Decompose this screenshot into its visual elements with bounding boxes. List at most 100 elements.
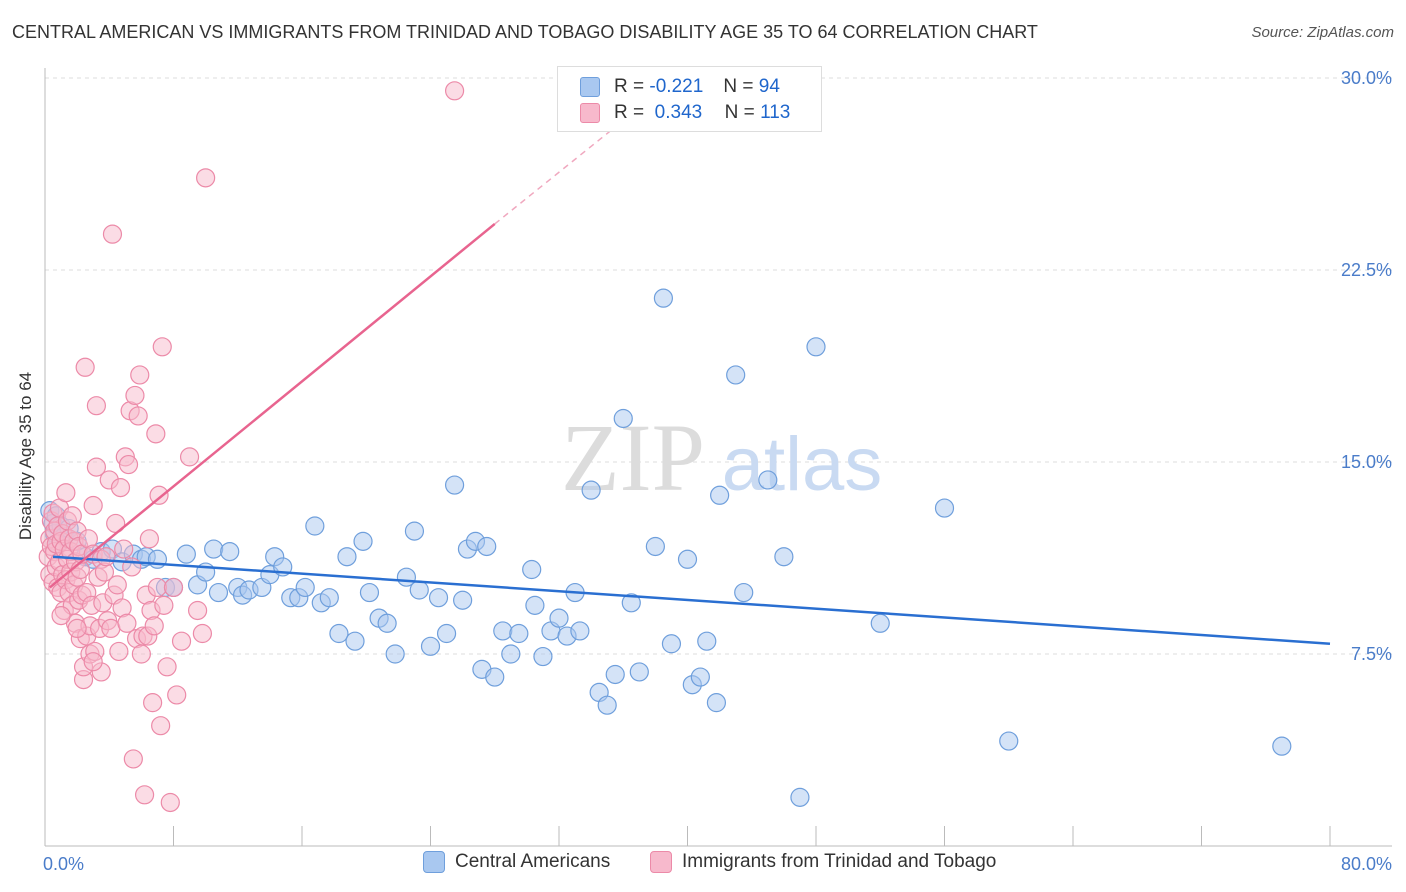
legend-label: Central Americans (455, 851, 611, 872)
point-trinidad-tobago (128, 406, 148, 426)
legend-item-trinidad-tobago: Immigrants from Trinidad and Tobago (650, 851, 996, 873)
point-central-americans (645, 536, 665, 557)
point-central-americans (493, 621, 513, 641)
point-trinidad-tobago (152, 337, 172, 357)
point-trinidad-tobago (144, 616, 164, 636)
point-trinidad-tobago (143, 693, 163, 713)
y-tick-label: 7.5% (1351, 644, 1392, 664)
point-trinidad-tobago (444, 81, 465, 101)
point-trinidad-tobago (192, 623, 213, 644)
point-central-americans (509, 623, 529, 644)
point-central-americans (934, 498, 955, 518)
point-trinidad-tobago (67, 618, 87, 639)
point-central-americans (629, 662, 649, 682)
point-trinidad-tobago (110, 478, 131, 498)
point-trinidad-tobago (179, 447, 200, 467)
point-central-americans (522, 559, 542, 580)
legend-swatch-blue (580, 77, 600, 97)
point-trinidad-tobago (86, 396, 107, 416)
point-central-americans (404, 521, 425, 541)
point-central-americans (485, 667, 505, 687)
point-central-americans (570, 621, 590, 641)
point-trinidad-tobago (196, 168, 216, 188)
point-central-americans (420, 636, 441, 656)
legend-item-central-americans: Central Americans (423, 851, 610, 873)
point-central-americans (337, 547, 357, 567)
y-tick-label: 15.0% (1341, 452, 1392, 472)
point-central-americans (345, 631, 365, 651)
point-central-americans (329, 623, 349, 644)
tick-labels: 7.5% 15.0% 22.5% 30.0% 0.0% 80.0% (43, 68, 1392, 874)
legend-row-blue: R = -0.221 N = 94 (580, 74, 780, 100)
watermark-atlas: atlas (722, 422, 883, 507)
point-central-americans (533, 646, 553, 667)
point-central-americans (305, 516, 325, 536)
point-trinidad-tobago (134, 785, 155, 805)
legend-swatch-pink (650, 851, 672, 873)
point-trinidad-tobago (167, 685, 187, 705)
point-central-americans (353, 531, 373, 551)
n-label: N = (724, 102, 755, 123)
watermark-zip: ZIP (561, 404, 705, 511)
gridlines (45, 77, 1392, 655)
point-trinidad-tobago (157, 657, 177, 677)
chart-title: CENTRAL AMERICAN VS IMMIGRANTS FROM TRIN… (12, 22, 1038, 42)
point-trinidad-tobago (123, 749, 143, 769)
point-central-americans (359, 582, 380, 603)
legend-swatch-pink (580, 103, 600, 123)
point-central-americans (409, 580, 429, 600)
x-tick-label-max: 80.0% (1341, 854, 1392, 874)
r-label: R = (614, 76, 645, 97)
point-central-americans (677, 549, 698, 569)
point-trinidad-tobago (96, 547, 116, 567)
point-central-americans (220, 541, 240, 562)
point-central-americans (208, 582, 229, 603)
r-value: 0.343 (654, 102, 703, 123)
point-trinidad-tobago (118, 454, 139, 475)
point-central-americans (806, 337, 826, 357)
point-trinidad-tobago (86, 457, 107, 477)
point-central-americans (605, 664, 625, 685)
point-trinidad-tobago (147, 577, 168, 598)
point-central-americans (1272, 736, 1292, 756)
point-central-americans (758, 470, 778, 490)
point-central-americans (377, 613, 397, 633)
point-trinidad-tobago (109, 641, 129, 662)
point-trinidad-tobago (130, 365, 150, 385)
point-central-americans (661, 634, 682, 654)
point-central-americans (319, 588, 339, 608)
y-tick-label: 22.5% (1341, 260, 1392, 280)
point-central-americans (697, 631, 717, 651)
point-central-americans (726, 365, 746, 385)
point-central-americans (428, 588, 449, 608)
point-central-americans (147, 549, 168, 569)
trend-line-pink (49, 222, 496, 589)
point-central-americans (444, 475, 465, 495)
point-trinidad-tobago (171, 631, 192, 651)
point-trinidad-tobago (151, 716, 171, 736)
r-label: R = (614, 102, 645, 123)
point-central-americans (706, 693, 727, 713)
point-trinidad-tobago (117, 613, 137, 633)
point-central-americans (870, 613, 890, 633)
point-central-americans (597, 695, 617, 715)
point-trinidad-tobago (51, 605, 71, 626)
point-trinidad-tobago (56, 483, 76, 503)
n-label: N = (723, 76, 754, 97)
point-trinidad-tobago (146, 424, 166, 444)
series-central-americans (40, 288, 1292, 807)
series-trinidad-tobago (38, 81, 465, 813)
point-central-americans (581, 480, 601, 500)
r-value: -0.221 (649, 76, 704, 97)
point-central-americans (549, 608, 569, 628)
point-central-americans (525, 595, 545, 615)
point-central-americans (501, 644, 521, 664)
point-trinidad-tobago (154, 595, 174, 615)
point-central-americans (295, 577, 315, 598)
point-central-americans (453, 590, 473, 610)
trend-line-blue (52, 555, 1331, 646)
legend-row-pink: R = 0.343 N = 113 (580, 100, 790, 126)
point-trinidad-tobago (187, 600, 208, 621)
x-tick-label-min: 0.0% (43, 854, 84, 874)
